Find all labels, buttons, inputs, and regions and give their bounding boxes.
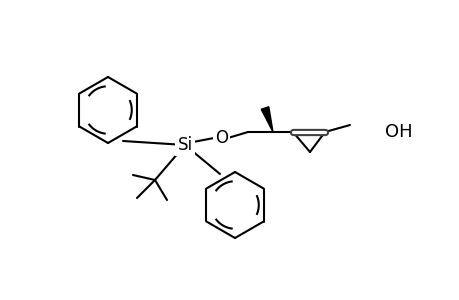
Text: O: O <box>215 129 228 147</box>
Text: OH: OH <box>384 123 412 141</box>
Text: Si: Si <box>177 136 192 154</box>
Polygon shape <box>261 107 272 132</box>
